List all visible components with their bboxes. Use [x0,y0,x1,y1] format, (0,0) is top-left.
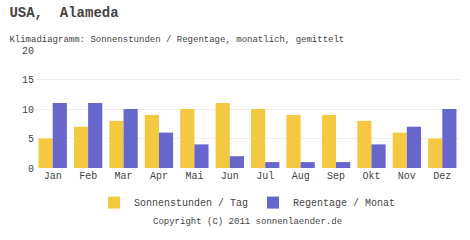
svg-text:15: 15 [22,75,34,86]
svg-text:Dez: Dez [433,171,451,182]
svg-text:Klimadiagramm: Sonnenstunden /: Klimadiagramm: Sonnenstunden / Regentage… [9,35,344,45]
svg-text:Jan: Jan [44,171,62,182]
svg-text:Mai: Mai [185,171,203,182]
svg-text:10: 10 [22,105,34,116]
svg-text:0: 0 [28,164,34,175]
svg-text:Jun: Jun [221,171,239,182]
svg-text:5: 5 [28,134,34,145]
svg-text:USA, Alameda: USA, Alameda [9,5,119,21]
svg-text:Copyright (C) 2011 sonnenlaend: Copyright (C) 2011 sonnenlaender.de [153,217,342,227]
svg-text:20: 20 [22,46,34,57]
svg-text:Aug: Aug [292,171,310,182]
svg-text:Sep: Sep [327,171,345,182]
svg-text:Regentage / Monat: Regentage / Monat [293,198,395,209]
svg-text:Mar: Mar [115,171,133,182]
svg-text:Feb: Feb [79,171,97,182]
svg-text:Apr: Apr [150,171,168,182]
svg-text:Jul: Jul [256,171,274,182]
svg-text:Sonnenstunden / Tag: Sonnenstunden / Tag [134,198,248,209]
svg-text:Okt: Okt [362,171,380,182]
svg-text:Nov: Nov [398,171,416,182]
